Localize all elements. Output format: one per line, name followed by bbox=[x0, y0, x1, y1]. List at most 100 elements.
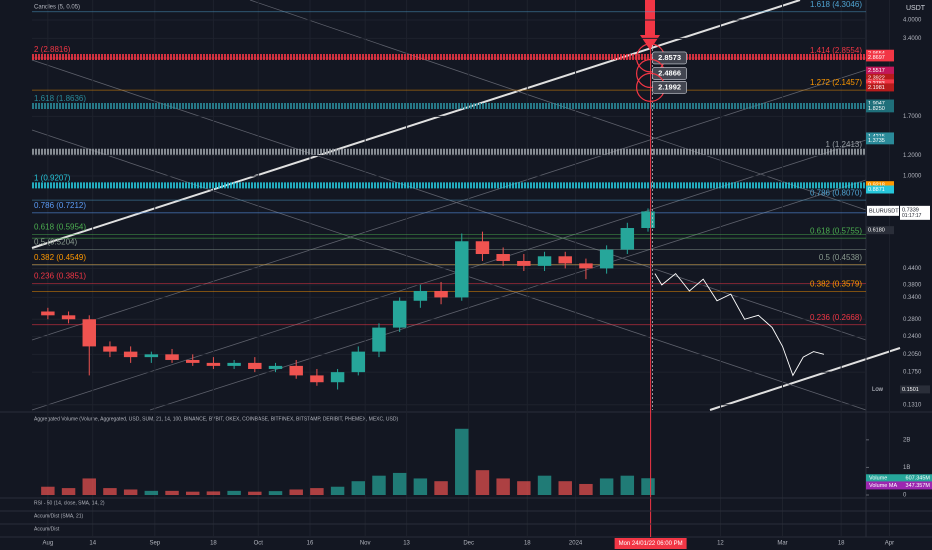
fib-label: 1.618 (1.8636) bbox=[34, 94, 86, 103]
candle-body bbox=[330, 372, 345, 383]
volume-legend-box bbox=[866, 474, 932, 483]
volume-bar bbox=[537, 475, 552, 495]
fib-label: 0.5 (0.4538) bbox=[819, 253, 862, 262]
candle-body bbox=[41, 311, 55, 316]
candle-body bbox=[123, 351, 138, 358]
fib-label: 1.414 (2.8554) bbox=[810, 46, 862, 55]
candle-body bbox=[455, 241, 469, 298]
volume-bar bbox=[248, 491, 262, 495]
candle-body bbox=[165, 354, 179, 360]
tag-box bbox=[900, 385, 930, 394]
volume-bar bbox=[186, 491, 200, 495]
symbol-box bbox=[867, 205, 899, 216]
volume-bar bbox=[227, 490, 241, 495]
panel-title: Accum/Dist (SMA, 21) bbox=[34, 513, 84, 519]
price-label-box bbox=[866, 73, 894, 82]
price-label-box bbox=[866, 181, 894, 190]
price-label: 2.8697 bbox=[868, 55, 885, 61]
candle-body bbox=[392, 300, 407, 328]
volume-bar bbox=[475, 470, 490, 495]
candle-body bbox=[413, 290, 428, 301]
y-tick-label: 0.2400 bbox=[903, 334, 922, 340]
x-tick-label: 2024 bbox=[569, 541, 583, 547]
y-tick-label: 1.7000 bbox=[903, 114, 922, 120]
symbol-price: 0.7339 bbox=[902, 207, 919, 213]
volume-bar bbox=[123, 489, 138, 495]
x-tick-label: Sep bbox=[149, 541, 160, 547]
candle-body bbox=[558, 256, 572, 264]
candle-body bbox=[537, 256, 552, 266]
price-label-box bbox=[866, 79, 894, 88]
symbol-countdown: 01:17:17 bbox=[902, 213, 922, 219]
price-label: 2.1981 bbox=[868, 85, 885, 91]
volume-bar bbox=[103, 488, 117, 495]
candle-body bbox=[475, 241, 490, 255]
x-tick-label: 18 bbox=[210, 541, 217, 547]
y-tick-label: 0.2800 bbox=[903, 317, 922, 323]
volume-bar bbox=[82, 478, 96, 495]
fib-label: 1 (1.2413) bbox=[826, 140, 863, 149]
fib-label: 2 (2.8816) bbox=[34, 45, 71, 54]
volume-bar bbox=[517, 481, 531, 495]
candle-body bbox=[579, 263, 593, 269]
candle-body bbox=[144, 354, 159, 358]
volume-bar bbox=[392, 472, 407, 495]
tag-value: 0.1501 bbox=[902, 387, 919, 393]
price-label-box bbox=[866, 136, 894, 145]
price-label-box bbox=[866, 226, 894, 235]
fib-label: 0.236 (0.3851) bbox=[34, 272, 86, 281]
volume-bar bbox=[558, 481, 572, 495]
price-label: 1.9047 bbox=[868, 101, 885, 107]
volume-bar bbox=[434, 481, 448, 495]
candle-body bbox=[599, 249, 614, 269]
panel-title: Accum/Dist bbox=[34, 526, 60, 532]
price-label-box bbox=[866, 104, 894, 113]
candle-body bbox=[496, 254, 510, 261]
candle-body bbox=[103, 346, 117, 352]
symbol-price-box bbox=[900, 205, 930, 220]
volume-bar bbox=[310, 488, 324, 495]
candle-body bbox=[620, 228, 635, 250]
price-label-box bbox=[866, 99, 894, 108]
y-tick-label: 0.4400 bbox=[903, 266, 922, 272]
volume-bar bbox=[579, 483, 593, 495]
x-tick-label: Nov bbox=[360, 541, 371, 547]
x-tick-label: 16 bbox=[307, 541, 314, 547]
candle-body bbox=[82, 319, 96, 347]
volume-bar bbox=[641, 478, 655, 495]
fib-label: 0.382 (0.4549) bbox=[34, 253, 86, 262]
callout-label: 2.8573 bbox=[658, 53, 681, 62]
candle-body bbox=[227, 362, 241, 366]
candle-body bbox=[289, 365, 303, 376]
y-tick-label: 1.0000 bbox=[903, 174, 922, 180]
y-tick-label: 0.3800 bbox=[903, 282, 922, 288]
callout-label: 2.1992 bbox=[658, 82, 681, 91]
price-label: 2.3922 bbox=[868, 75, 885, 81]
channel-lines bbox=[31, 0, 901, 411]
fib-label: 0.786 (0.8070) bbox=[810, 188, 862, 197]
volume-bar bbox=[289, 489, 303, 495]
x-tick-label: 13 bbox=[403, 541, 410, 547]
volume-bar bbox=[41, 486, 55, 495]
fib-label: 0.618 (0.5954) bbox=[34, 222, 86, 231]
trend-line bbox=[709, 347, 901, 411]
volume-tick-label: 2B bbox=[903, 437, 910, 443]
fib-label: 1.272 (2.1457) bbox=[810, 78, 862, 87]
x-tick-label: Oct bbox=[254, 541, 264, 547]
x-tick-label: 14 bbox=[89, 541, 96, 547]
y-tick-label: 3.4000 bbox=[903, 36, 922, 42]
price-label: 0.6180 bbox=[868, 228, 885, 234]
volume-tick-label: 1B bbox=[903, 465, 910, 471]
y-tick-label: 4.0000 bbox=[903, 18, 922, 24]
x-tick-label: 18 bbox=[838, 541, 845, 547]
fib-label: 1.618 (4.3046) bbox=[810, 0, 862, 9]
fib-label: 1 (0.9207) bbox=[34, 173, 71, 182]
price-label-box bbox=[866, 66, 894, 75]
candle-body bbox=[206, 362, 221, 366]
volume-bar bbox=[455, 428, 469, 495]
chart-title: Candles (5, 0.05) bbox=[34, 5, 80, 11]
candle-body bbox=[186, 359, 200, 363]
candle-body bbox=[372, 327, 386, 352]
volume-tick-label: 0 bbox=[903, 493, 907, 499]
